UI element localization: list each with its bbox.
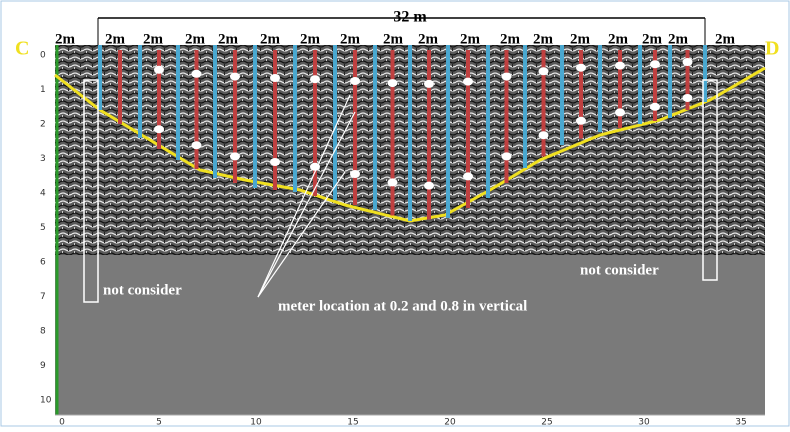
meter-point	[463, 78, 473, 86]
depth-tick-label: 7	[40, 292, 46, 302]
meter-point	[424, 80, 434, 88]
depth-tick-label: 3	[40, 154, 46, 164]
segment-label: 2m	[55, 31, 76, 47]
segment-label: 2m	[500, 31, 521, 47]
segment-label: 2m	[105, 31, 126, 47]
meter-point	[310, 75, 320, 83]
segment-label: 2m	[340, 31, 361, 47]
meter-point	[270, 158, 280, 166]
meter-point	[230, 152, 240, 160]
meter-point	[424, 182, 434, 190]
depth-tick-label: 8	[40, 327, 46, 337]
end-label: D	[765, 38, 779, 60]
distance-tick-label: 30	[638, 418, 650, 428]
segment-label: 2m	[715, 31, 736, 47]
meter-point	[350, 170, 360, 178]
distance-tick-label: 25	[541, 418, 552, 428]
annotation: not consider	[580, 262, 659, 278]
meter-point	[683, 58, 693, 66]
distance-tick-label: 15	[347, 418, 358, 428]
annotation: meter location at 0.2 and 0.8 in vertica…	[278, 298, 527, 314]
meter-point	[650, 103, 660, 111]
meter-point	[576, 64, 586, 72]
distance-tick-label: 5	[156, 418, 162, 428]
meter-point	[683, 94, 693, 102]
segment-label: 2m	[418, 31, 439, 47]
segment-label: 2m	[143, 31, 164, 47]
depth-tick-label: 1	[40, 85, 46, 95]
depth-tick-label: 2	[40, 120, 46, 130]
meter-point	[463, 172, 473, 180]
segment-label: 2m	[608, 31, 629, 47]
segment-label: 2m	[642, 31, 663, 47]
segment-label: 2m	[460, 31, 481, 47]
depth-tick-label: 5	[40, 223, 46, 233]
segment-label: 2m	[383, 31, 404, 47]
segment-label: 2m	[300, 31, 321, 47]
distance-tick-label: 10	[250, 418, 262, 428]
meter-point	[502, 73, 512, 81]
figure: 32 m C D not consider not consider meter…	[0, 0, 790, 427]
segment-label: 2m	[668, 31, 689, 47]
meter-point	[192, 141, 202, 149]
meter-point	[350, 77, 360, 85]
span-label: 32 m	[393, 9, 427, 26]
depth-tick-label: 4	[40, 189, 46, 199]
depth-tick-label: 6	[40, 258, 46, 268]
depth-tick-label: 0	[40, 51, 46, 61]
meter-point	[230, 73, 240, 81]
segment-label: 2m	[260, 31, 281, 47]
meter-point	[615, 62, 625, 70]
meter-point	[615, 108, 625, 116]
meter-point	[270, 74, 280, 82]
segment-label: 2m	[533, 31, 554, 47]
meter-point	[192, 70, 202, 78]
annotation: not consider	[103, 282, 182, 298]
meter-point	[539, 67, 549, 75]
no-data-area	[55, 255, 765, 415]
distance-tick-label: 20	[444, 418, 456, 428]
distance-tick-label: 35	[735, 418, 746, 428]
meter-point	[388, 178, 398, 186]
meter-point	[650, 60, 660, 68]
meter-point	[388, 79, 398, 87]
meter-point	[154, 66, 164, 74]
segment-label: 2m	[570, 31, 591, 47]
depth-tick-label: 10	[40, 396, 52, 406]
end-label: C	[15, 38, 29, 60]
meter-point	[539, 131, 549, 139]
meter-point	[502, 152, 512, 160]
segment-label: 2m	[218, 31, 239, 47]
depth-tick-label: 9	[40, 361, 46, 371]
distance-tick-label: 0	[59, 418, 65, 428]
meter-point	[154, 125, 164, 133]
segment-label: 2m	[185, 31, 206, 47]
meter-point	[576, 117, 586, 125]
